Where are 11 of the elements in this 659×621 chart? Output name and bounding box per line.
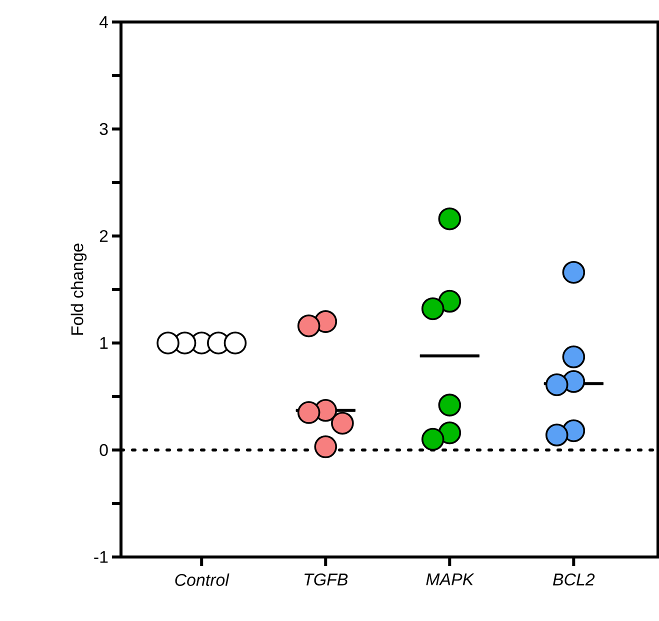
y-tick-label: 1 bbox=[100, 337, 108, 349]
y-tick-label: 0 bbox=[100, 444, 108, 456]
x-tick-label: TGFB bbox=[304, 574, 348, 586]
y-tick-label: 4 bbox=[99, 16, 108, 28]
y-axis-title: Fold change bbox=[70, 244, 87, 335]
x-tick-label: Control bbox=[175, 574, 230, 586]
x-tick-label: MAPK bbox=[426, 574, 474, 586]
x-tick-label: BCL2 bbox=[553, 574, 595, 586]
y-tick-label: 3 bbox=[100, 122, 108, 135]
y-tick-label: -1 bbox=[94, 551, 108, 563]
y-tick-label: 2 bbox=[100, 230, 108, 242]
